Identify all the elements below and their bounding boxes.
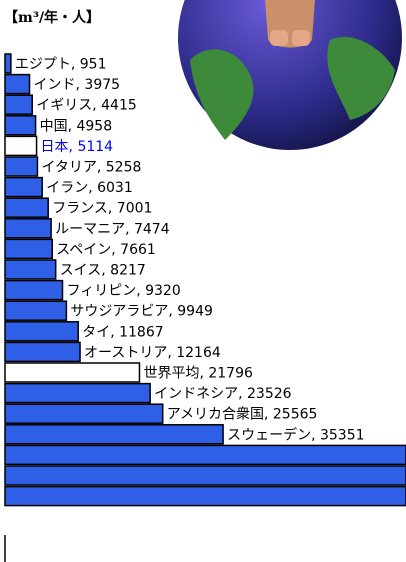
data-label: イラン, 6031: [46, 180, 133, 196]
data-label: エジプト, 951: [15, 57, 107, 73]
data-label: インド, 3975: [34, 77, 121, 93]
data-label: インドネシア, 23526: [154, 386, 292, 402]
bar: [4, 135, 38, 157]
data-label: イギリス, 4415: [36, 98, 137, 114]
data-label: イタリア, 5258: [41, 160, 141, 176]
data-label: フィリピン, 9320: [66, 283, 180, 299]
bar: [4, 321, 79, 342]
bar: [4, 279, 64, 301]
bar: [4, 465, 406, 486]
bar: [4, 73, 31, 95]
globe-illustration: [178, 0, 402, 150]
bar: [4, 197, 49, 218]
data-label: アメリカ合衆国, 25565: [167, 407, 318, 423]
bar: [4, 424, 224, 445]
data-label: スペイン, 7661: [56, 242, 156, 258]
bar: [4, 53, 12, 74]
data-label: サウジアラビア, 9949: [70, 304, 213, 320]
bar: [4, 156, 39, 177]
data-label: フランス, 7001: [52, 201, 152, 217]
bar: [4, 259, 57, 280]
data-label: オーストリア, 12164: [84, 345, 221, 361]
chart-title: 【m³/年・人】: [4, 9, 100, 26]
bar: [4, 485, 406, 507]
bar: [4, 341, 81, 363]
bar: [4, 382, 151, 404]
data-label: ルーマニア, 7474: [55, 221, 170, 237]
plot-area: エジプト, 951 インド, 3975 イギリス, 4415 中国, 4958 日本, …: [4, 53, 406, 507]
data-label: 日本, 5114: [41, 139, 114, 155]
data-label: スウェーデン, 35351: [227, 426, 364, 443]
bar: [4, 94, 33, 115]
data-label: 中国, 4958: [40, 118, 113, 134]
bar: [4, 238, 54, 260]
bar: [4, 218, 52, 239]
data-label: タイ, 11867: [82, 324, 163, 340]
data-label: スイス, 8217: [60, 263, 146, 279]
bar: [4, 176, 43, 198]
bar: [4, 300, 68, 321]
bar: [4, 362, 141, 383]
bar: [4, 115, 37, 136]
data-label: 世界平均, 21796: [143, 366, 253, 382]
bar: [4, 444, 406, 466]
bar: [4, 403, 164, 424]
